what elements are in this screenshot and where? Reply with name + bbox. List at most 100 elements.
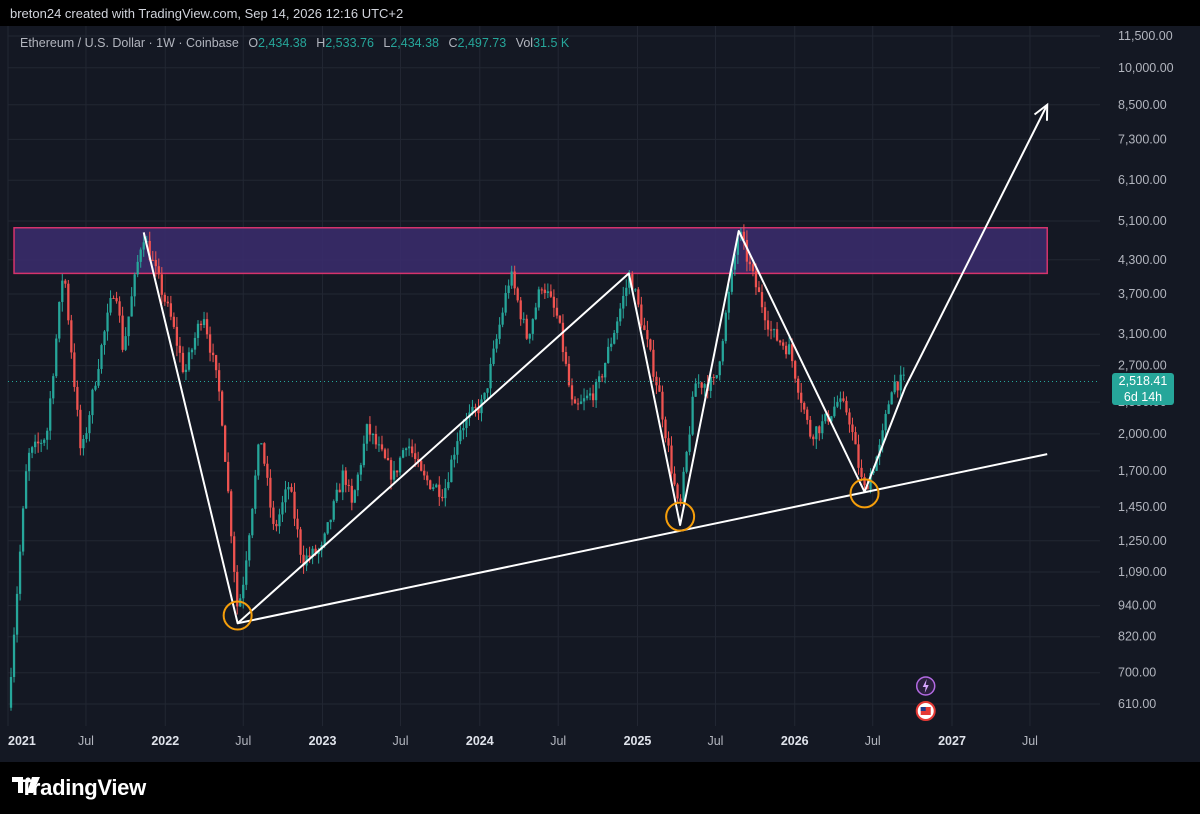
candle-body [254,475,257,509]
brand-name: TradingView [20,775,146,800]
candle-body [136,261,139,275]
candle-body [377,444,381,446]
price-axis-label: 700.00 [1118,666,1156,680]
lightning-icon[interactable] [915,676,936,696]
candle-body [718,361,721,376]
candle-body [344,470,347,485]
candle-body [724,312,727,342]
candle-body [9,676,13,708]
candle-body [791,344,794,362]
candle-body [263,443,266,464]
candle-body [763,307,767,321]
ascending-trendline [237,453,1048,625]
candle-body [854,432,857,445]
candle-body [100,345,103,369]
price-chart[interactable]: 11,500.00 10,000.00 8,500.00 7,300.00 6,100.… [0,26,1200,762]
candle-body [601,376,604,378]
price-axis-label: 5,100.00 [1118,214,1167,228]
candle-body [748,261,752,265]
flag-canton [920,707,926,711]
candle-body [733,254,736,270]
candle-body [323,533,326,546]
candle-body [272,507,275,524]
candle-body [154,259,157,267]
candle-body [139,249,142,262]
price-axis-label: 2,000.00 [1118,427,1167,441]
tradingview-logo[interactable]: TradingView [12,775,146,801]
candle-body [426,475,429,481]
lightning-bolt [922,679,929,693]
candle-body [766,320,770,330]
candle-body [462,428,465,431]
candle-body [175,326,179,346]
candle-body [836,401,839,407]
candle-body [73,352,76,387]
candle-body [561,322,565,353]
candle-body [682,471,685,502]
candle-body [374,433,378,445]
candle-body [715,375,718,378]
candle-body [893,381,896,393]
candle-body [341,470,344,493]
candle-body [673,473,676,485]
candle-body [214,355,218,371]
candle-body [368,424,372,435]
price-axis-label: 8,500.00 [1118,98,1167,112]
candle-body [465,417,468,429]
candle-body [842,398,845,401]
us-flag-icon[interactable] [915,701,936,721]
candle-body [784,345,788,355]
candle-body [745,239,749,262]
candle-body [88,415,91,434]
candle-body [591,393,595,401]
candle-body [365,424,369,444]
candle-body [703,384,706,388]
price-axis-label: 1,090.00 [1118,565,1167,579]
candle-body [896,381,899,391]
candle-body [540,289,543,291]
zigzag-projection-line [142,104,1049,625]
candle-body [754,271,758,288]
candle-body [118,301,121,316]
time-axis-label: Jul [707,734,723,748]
candle-body [76,386,79,410]
candle-body [558,315,562,323]
candle-body [420,460,423,471]
candle-body [887,404,890,414]
candle-body [15,593,19,635]
candle-body [130,296,133,317]
candle-body [233,536,236,572]
candle-body [70,320,73,353]
candle-body [712,377,715,379]
candle-body [383,449,387,458]
candle-body [597,376,601,382]
low-label: L [383,36,391,50]
candle-body [519,300,522,320]
candle-body [151,259,154,261]
chart-area[interactable]: 11,500.00 10,000.00 8,500.00 7,300.00 6,100.… [0,26,1200,762]
candle-body [61,280,64,302]
candle-body [501,312,504,325]
candle-body [607,346,610,363]
candle-body [350,485,353,503]
candle-body [347,484,350,486]
candle-body [613,332,616,344]
candle-body [628,274,631,288]
candle-body [338,489,341,493]
candle-body [163,294,166,302]
candle-body [848,412,851,425]
candle-body [513,271,516,289]
volume-value: 31.5 K [533,36,570,50]
candle-body [317,550,320,555]
candle-body [492,348,495,364]
candle-body [459,430,462,442]
candle-body [124,336,127,350]
projection-arrowhead [1033,102,1049,121]
candle-body [79,409,82,449]
candle-body [489,363,492,389]
candle-body [172,316,176,327]
candle-body [778,340,782,343]
close-value: 2,497.73 [457,36,507,50]
candle-body [190,349,194,353]
candle-body [52,376,55,399]
